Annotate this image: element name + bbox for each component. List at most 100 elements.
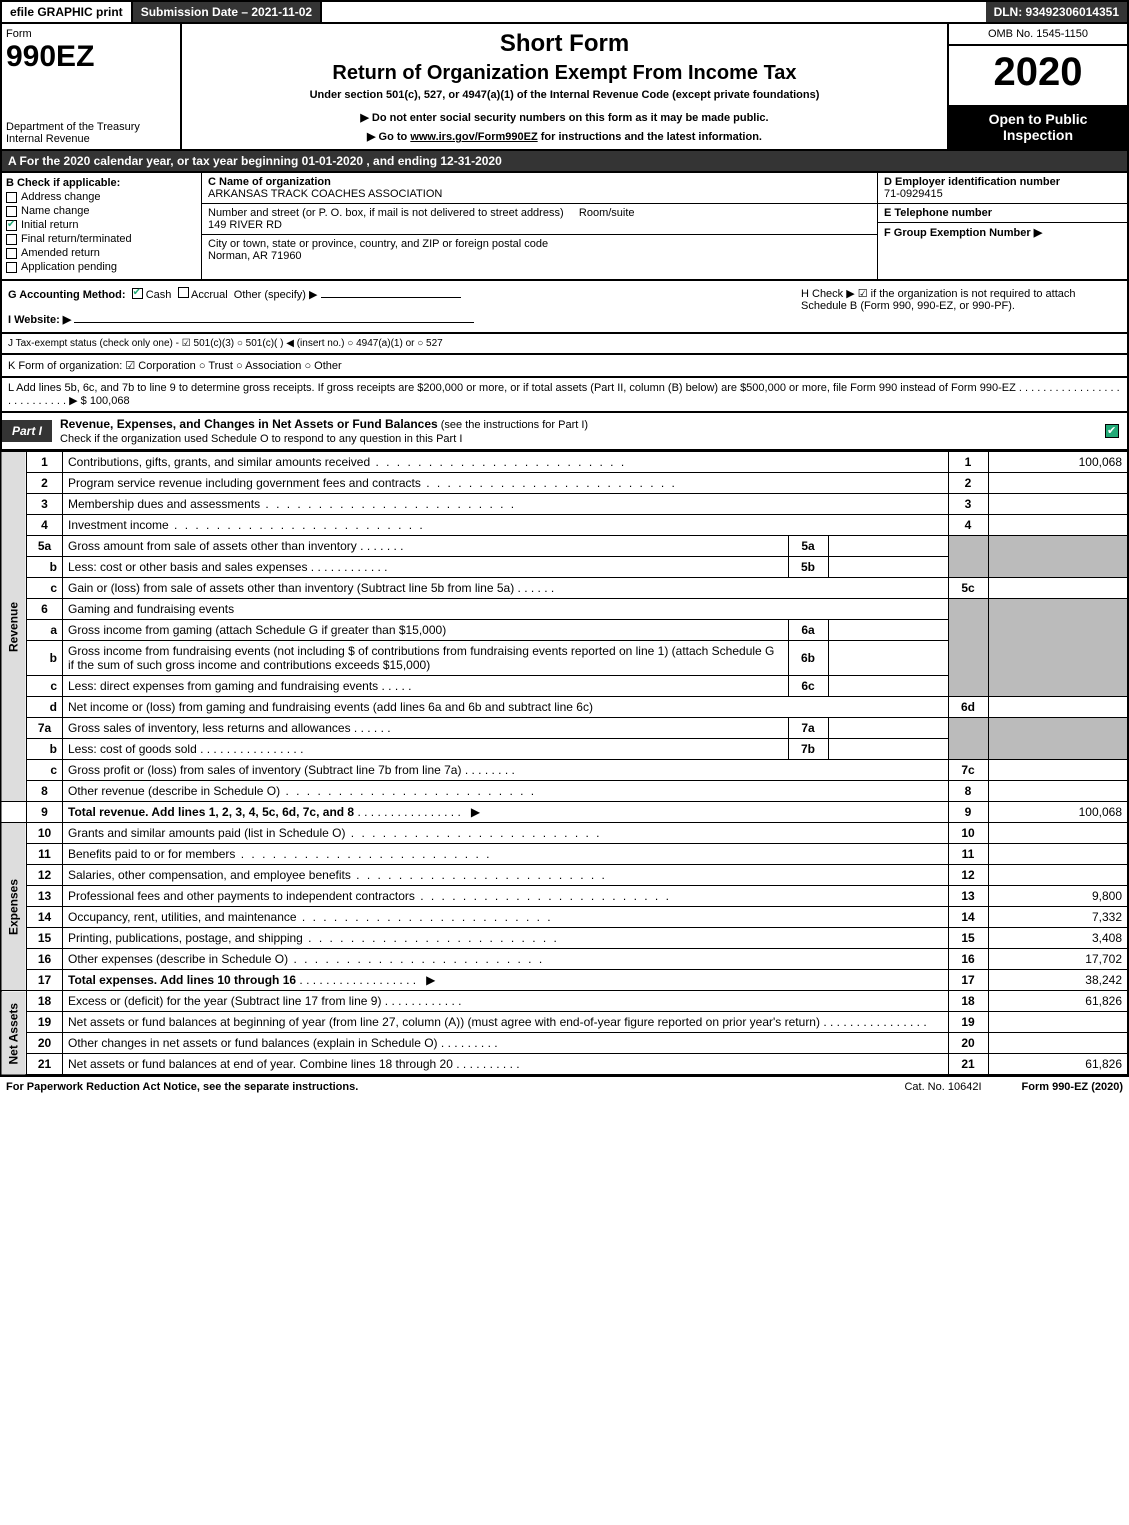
tax-year: 2020 <box>949 46 1127 99</box>
org-addr: 149 RIVER RD <box>208 219 282 231</box>
line-val <box>988 823 1128 844</box>
line-desc: Gross profit or (loss) from sales of inv… <box>63 760 949 781</box>
checkbox[interactable] <box>6 234 17 245</box>
part-1-header: Part I Revenue, Expenses, and Changes in… <box>0 413 1129 451</box>
line-box: 19 <box>948 1012 988 1033</box>
footer-left: For Paperwork Reduction Act Notice, see … <box>6 1081 358 1093</box>
checkbox-label: Name change <box>21 205 90 217</box>
mini-box: 5b <box>788 557 828 578</box>
line-desc: Less: direct expenses from gaming and fu… <box>63 676 789 697</box>
line-num: 21 <box>27 1054 63 1076</box>
line-desc: Net assets or fund balances at end of ye… <box>63 1054 949 1076</box>
goto-pre: ▶ Go to <box>367 131 410 143</box>
goto-line: ▶ Go to www.irs.gov/Form990EZ for instru… <box>188 130 941 143</box>
line-val <box>988 781 1128 802</box>
row-l-gross-receipts: L Add lines 5b, 6c, and 7b to line 9 to … <box>0 378 1129 413</box>
mini-val <box>828 641 948 676</box>
part-1-table: Revenue 1 Contributions, gifts, grants, … <box>0 451 1129 1076</box>
line-num: 9 <box>27 802 63 823</box>
line-num: 4 <box>27 515 63 536</box>
checkbox-label: Address change <box>21 191 101 203</box>
col-d-ids: D Employer identification number 71-0929… <box>877 173 1127 279</box>
line-box: 9 <box>948 802 988 823</box>
org-city: Norman, AR 71960 <box>208 250 302 262</box>
row-g-h: G Accounting Method: Cash Accrual Other … <box>0 281 1129 334</box>
info-block: B Check if applicable: Address change Nam… <box>0 173 1129 281</box>
line-val <box>988 515 1128 536</box>
col-b-header: B Check if applicable: <box>6 177 197 189</box>
group-exemption-cell: F Group Exemption Number ▶ <box>878 223 1127 242</box>
mini-box: 7a <box>788 718 828 739</box>
line-desc: Membership dues and assessments <box>63 494 949 515</box>
checkbox[interactable] <box>6 220 17 231</box>
line-box: 7c <box>948 760 988 781</box>
line-val <box>988 844 1128 865</box>
goto-link[interactable]: www.irs.gov/Form990EZ <box>410 131 537 143</box>
line-num: 14 <box>27 907 63 928</box>
grey-box <box>948 536 988 578</box>
line-num: a <box>27 620 63 641</box>
tel-cell: E Telephone number <box>878 204 1127 223</box>
line-num: c <box>27 578 63 599</box>
line-num: 2 <box>27 473 63 494</box>
line-desc: Less: cost or other basis and sales expe… <box>63 557 789 578</box>
mini-val <box>828 557 948 578</box>
line-num: 17 <box>27 970 63 991</box>
mini-val <box>828 718 948 739</box>
line-box: 10 <box>948 823 988 844</box>
other-specify-line <box>321 297 461 298</box>
line-val <box>988 1012 1128 1033</box>
cash-checkbox[interactable] <box>132 288 143 299</box>
part-1-tab: Part I <box>2 420 52 442</box>
line-desc: Contributions, gifts, grants, and simila… <box>63 452 949 473</box>
grey-box <box>948 718 988 760</box>
mini-box: 5a <box>788 536 828 557</box>
line-val <box>988 578 1128 599</box>
checkbox-row: Initial return <box>6 219 197 231</box>
line-num: 5a <box>27 536 63 557</box>
line-val <box>988 697 1128 718</box>
return-title: Return of Organization Exempt From Incom… <box>188 62 941 85</box>
line-desc: Grants and similar amounts paid (list in… <box>63 823 949 844</box>
line-val <box>988 760 1128 781</box>
efile-label: efile GRAPHIC print <box>2 2 133 22</box>
line-num: 8 <box>27 781 63 802</box>
line-desc: Excess or (deficit) for the year (Subtra… <box>63 991 949 1012</box>
line-box: 16 <box>948 949 988 970</box>
checkbox-label: Amended return <box>21 247 100 259</box>
line-desc: Occupancy, rent, utilities, and maintena… <box>63 907 949 928</box>
line-num: 10 <box>27 823 63 844</box>
line-num: 19 <box>27 1012 63 1033</box>
schedule-o-checkbox[interactable] <box>1105 424 1119 438</box>
website-line <box>74 322 474 323</box>
checkbox[interactable] <box>6 206 17 217</box>
line-num: 16 <box>27 949 63 970</box>
line-num: b <box>27 557 63 578</box>
checkbox[interactable] <box>6 262 17 273</box>
line-num: 15 <box>27 928 63 949</box>
org-addr-cell: Number and street (or P. O. box, if mail… <box>202 204 877 235</box>
checkbox-row: Application pending <box>6 261 197 273</box>
top-bar: efile GRAPHIC print Submission Date – 20… <box>0 0 1129 24</box>
header-block: Form 990EZ Department of the Treasury In… <box>0 24 1129 151</box>
footer: For Paperwork Reduction Act Notice, see … <box>0 1076 1129 1097</box>
ein-value: 71-0929415 <box>884 188 943 200</box>
line-val <box>988 473 1128 494</box>
org-name-label: C Name of organization <box>208 176 331 188</box>
g-label: G Accounting Method: <box>8 289 126 301</box>
line-box: 8 <box>948 781 988 802</box>
open-to-public: Open to Public Inspection <box>949 105 1127 149</box>
checkbox[interactable] <box>6 248 17 259</box>
line-box: 15 <box>948 928 988 949</box>
line-desc: Net assets or fund balances at beginning… <box>63 1012 949 1033</box>
checkbox[interactable] <box>6 192 17 203</box>
accrual-checkbox[interactable] <box>178 287 189 298</box>
line-val: 61,826 <box>988 1054 1128 1076</box>
line-num: 20 <box>27 1033 63 1054</box>
department: Department of the Treasury Internal Reve… <box>6 121 176 145</box>
line-box: 6d <box>948 697 988 718</box>
line-box: 2 <box>948 473 988 494</box>
org-city-label: City or town, state or province, country… <box>208 238 548 250</box>
line-num: 6 <box>27 599 63 620</box>
line-desc: Gross amount from sale of assets other t… <box>63 536 789 557</box>
